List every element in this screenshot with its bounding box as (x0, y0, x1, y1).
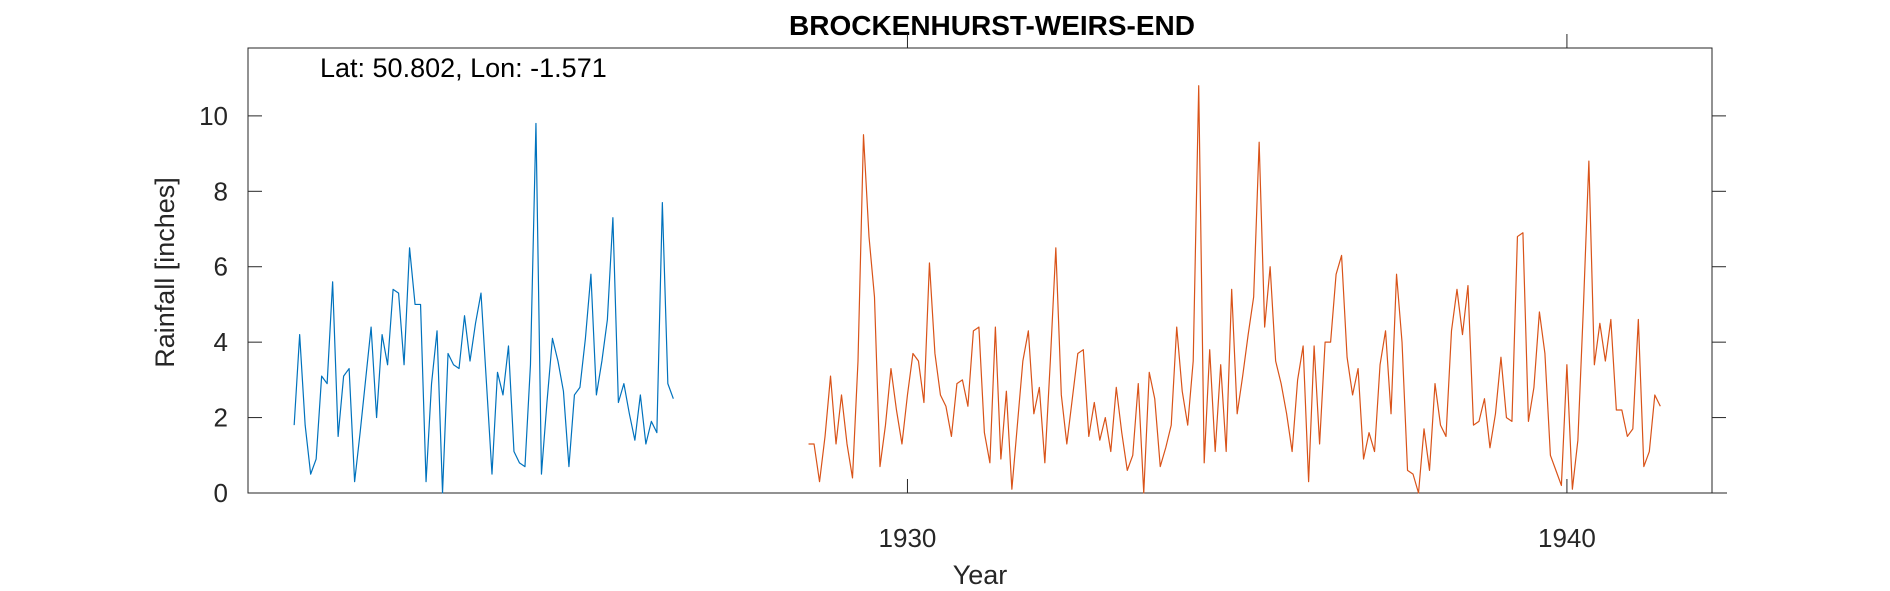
y-tick-label: 6 (214, 252, 228, 282)
series-line-1 (293, 122, 674, 494)
x-tick-label: 1930 (879, 523, 937, 553)
series-line-2 (808, 85, 1661, 494)
chart-title: BROCKENHURST-WEIRS-END (789, 10, 1195, 41)
y-tick-label: 4 (214, 327, 228, 357)
y-tick-label: 8 (214, 176, 228, 206)
location-annotation: Lat: 50.802, Lon: -1.571 (320, 53, 607, 83)
data-series (293, 85, 1661, 494)
tick-labels: 0 2 4 6 8 10 1930 1940 (199, 101, 1596, 553)
axis-ticks (248, 34, 1726, 494)
x-tick-label: 1940 (1538, 523, 1596, 553)
plot-area (247, 47, 1713, 494)
y-axis-label: Rainfall [inches] (150, 177, 180, 368)
y-tick-label: 0 (214, 478, 228, 508)
x-axis-label: Year (953, 560, 1008, 590)
y-tick-label: 10 (199, 101, 228, 131)
y-tick-label: 2 (214, 403, 228, 433)
